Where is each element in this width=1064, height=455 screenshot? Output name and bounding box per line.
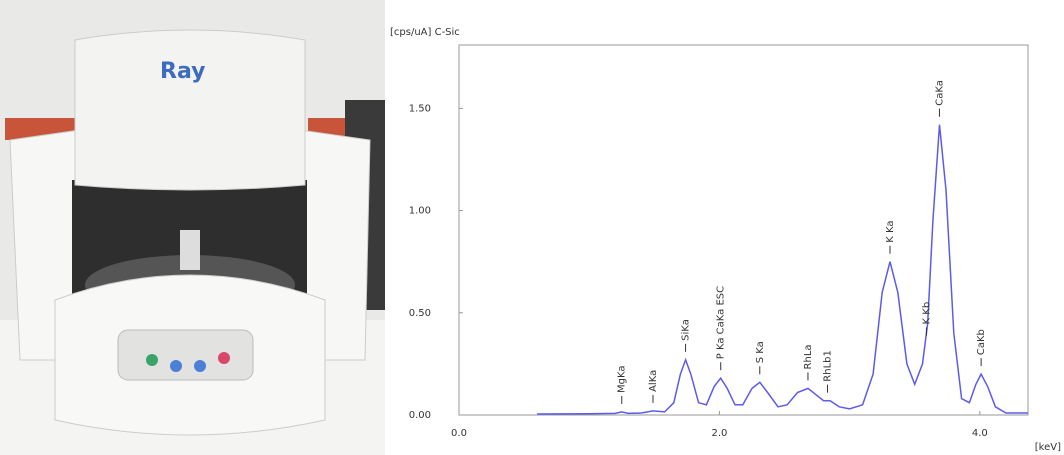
x-tick-label: 2.0 (711, 428, 727, 439)
y-tick-label: 0.50 (409, 308, 431, 319)
peak-label: AlKa (648, 370, 659, 392)
peak-label: P Ka CaKa ESC (716, 286, 727, 359)
x-tick-label: 0.0 (451, 428, 467, 439)
peak-label: K Kb (921, 302, 932, 325)
plot-frame (458, 44, 1029, 416)
peak-label: RhLb1 (822, 350, 833, 382)
instrument-photo: Ray (0, 0, 385, 455)
x-axis-label: [keV] (1035, 442, 1061, 453)
peak-label: CaKa (934, 80, 945, 106)
peak-label: K Ka (885, 220, 896, 242)
y-tick-label: 1.50 (409, 103, 431, 114)
peak-label: S Ka (755, 341, 766, 363)
peak-label: CaKb (976, 329, 987, 355)
peak-label: SiKa (681, 319, 692, 341)
svg-text:Ray: Ray (160, 59, 205, 84)
spectrum-chart: [cps/uA] C-Sic [keV] 0.00 0.50 1.00 1.50 0.0… (390, 27, 1061, 453)
peak-label: RhLa (803, 344, 814, 369)
y-axis-label: [cps/uA] C-Sic (390, 27, 460, 38)
peak-label: MgKa (617, 365, 628, 393)
y-tick-label: 0.00 (409, 410, 431, 421)
spectrum-line (537, 124, 1028, 415)
x-tick-label: 4.0 (972, 428, 988, 439)
y-tick-label: 1.00 (409, 206, 431, 217)
